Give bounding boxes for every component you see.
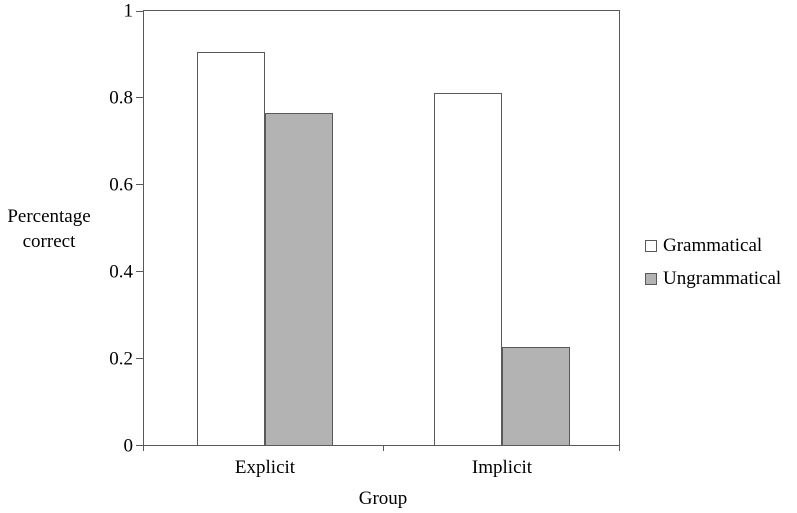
y-tick-label-0.6: 0.6	[109, 174, 133, 196]
y-tick-label-0.4: 0.4	[109, 261, 133, 283]
legend-label-grammatical: Grammatical	[663, 234, 763, 256]
y-tick-label-1: 1	[123, 0, 134, 22]
legend: Grammatical Ungrammatical	[645, 229, 781, 295]
legend-label-ungrammatical: Ungrammatical	[663, 267, 782, 289]
y-tick-label-0.2: 0.2	[109, 348, 133, 370]
plot-area	[136, 10, 620, 451]
y-tick-mark	[136, 445, 143, 446]
x-tick-mark	[143, 446, 144, 451]
y-tick-mark	[136, 11, 143, 12]
x-tick-mark	[383, 446, 384, 451]
y-tick-label-0.8: 0.8	[109, 87, 133, 109]
legend-entry-ungrammatical: Ungrammatical	[645, 262, 781, 295]
y-tick-mark	[136, 97, 143, 98]
y-tick-label-0: 0	[123, 435, 134, 457]
grammatical-swatch-icon	[645, 239, 657, 252]
x-tick-mark	[619, 446, 620, 451]
bar-implicit-grammatical	[434, 93, 502, 445]
y-tick-mark	[136, 271, 143, 272]
y-tick-mark	[136, 184, 143, 185]
x-axis-title: Group	[358, 488, 408, 509]
bar-implicit-ungrammatical	[502, 347, 570, 445]
y-axis-title: Percentage correct	[7, 206, 91, 252]
legend-entry-grammatical: Grammatical	[645, 229, 781, 262]
ungrammatical-swatch-icon	[645, 272, 657, 285]
x-category-label-explicit: Explicit	[234, 457, 296, 478]
bar-explicit-ungrammatical	[265, 113, 333, 445]
bar-explicit-grammatical	[197, 52, 265, 445]
x-category-label-implicit: Implicit	[471, 457, 533, 478]
y-tick-mark	[136, 358, 143, 359]
